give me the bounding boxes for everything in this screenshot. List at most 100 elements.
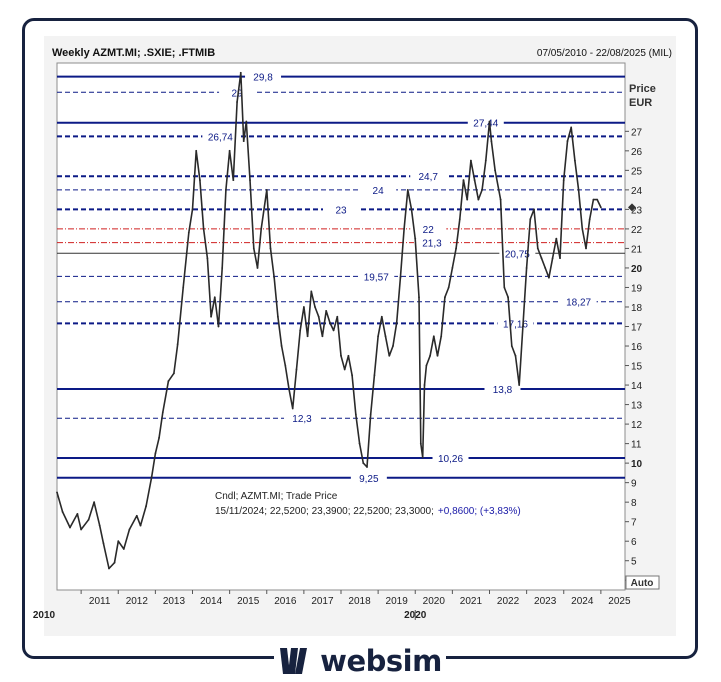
level-label-3: 26,74 xyxy=(208,132,233,143)
price-point xyxy=(525,267,528,269)
price-point xyxy=(358,442,361,445)
level-label-2: 27,44 xyxy=(473,119,498,130)
price-point xyxy=(291,407,294,410)
price-point xyxy=(585,247,587,250)
price-point xyxy=(484,159,487,162)
price-point xyxy=(384,335,387,338)
price-point xyxy=(470,159,472,162)
price-point xyxy=(314,306,316,308)
level-label-1: 29 xyxy=(231,88,243,99)
price-point xyxy=(128,528,131,531)
price-point xyxy=(182,286,185,289)
price-point xyxy=(581,228,584,230)
price-point xyxy=(276,315,279,318)
price-point xyxy=(80,528,83,531)
level-label-bg-6 xyxy=(323,203,359,216)
y-axis: 4567891011121314151617181920212223242526… xyxy=(625,127,643,587)
price-point xyxy=(518,384,521,386)
y-tick-label: 16 xyxy=(631,342,643,353)
price-point xyxy=(232,179,235,182)
x-tick-label: 2013 xyxy=(163,596,186,607)
price-point xyxy=(366,466,368,468)
price-point xyxy=(503,286,506,289)
info-change: +0,8600; (+3,83%) xyxy=(438,506,521,517)
level-label-bg-7 xyxy=(410,222,447,235)
level-label-bg-4 xyxy=(410,170,447,183)
price-point xyxy=(425,364,428,367)
price-point xyxy=(295,368,298,371)
price-point xyxy=(403,228,406,230)
price-point xyxy=(328,321,331,324)
price-point xyxy=(399,276,402,279)
y-tick-label: 11 xyxy=(631,440,642,451)
price-point xyxy=(423,384,426,386)
price-point xyxy=(477,198,480,201)
price-point xyxy=(436,354,439,357)
y-tick-label: 23 xyxy=(631,205,643,216)
price-point xyxy=(299,329,302,332)
price-point xyxy=(161,411,164,414)
level-label-bg-5 xyxy=(360,183,397,196)
price-point xyxy=(102,542,105,545)
price-point xyxy=(158,436,160,439)
price-point xyxy=(362,462,365,465)
price-point xyxy=(488,120,491,123)
y-tick-label: 24 xyxy=(631,186,643,197)
price-point xyxy=(540,257,543,260)
price-point xyxy=(221,267,224,269)
price-point xyxy=(351,374,354,377)
price-point xyxy=(252,247,255,250)
price-point xyxy=(150,475,153,478)
price-point xyxy=(284,364,287,367)
price-point xyxy=(410,208,413,211)
level-label-7: 22 xyxy=(423,225,435,236)
price-point xyxy=(288,388,290,390)
price-point xyxy=(195,149,198,152)
price-point xyxy=(273,276,276,279)
y-tick-label: 27 xyxy=(631,127,643,138)
price-point xyxy=(451,267,454,269)
y-tick-label: 15 xyxy=(631,362,643,373)
price-point xyxy=(228,149,231,152)
price-point xyxy=(154,452,157,455)
price-point xyxy=(529,218,532,221)
y-tick-label: 8 xyxy=(631,498,637,509)
y-axis-label-line1: Price xyxy=(629,83,656,95)
x-tick-label: 2022 xyxy=(497,596,520,607)
price-point xyxy=(388,354,391,357)
price-point xyxy=(377,335,380,338)
x-tick-label: 2018 xyxy=(348,596,371,607)
price-point xyxy=(555,237,558,240)
level-label-0: 29,8 xyxy=(253,73,273,84)
level-label-14: 12,3 xyxy=(292,414,312,425)
x-tick-label: 2014 xyxy=(200,596,223,607)
x-tick-label: 2020 xyxy=(423,596,446,607)
price-point xyxy=(466,198,469,201)
price-point xyxy=(421,456,424,459)
level-label-15: 10,26 xyxy=(438,454,463,465)
price-point xyxy=(113,561,116,564)
price-point xyxy=(447,286,450,289)
info-line-1: Cndl; AZMT.MI; Trade Price xyxy=(215,491,338,502)
price-point xyxy=(547,276,550,279)
level-label-4: 24,7 xyxy=(419,172,439,183)
auto-scale-button[interactable] xyxy=(625,575,660,590)
price-point xyxy=(544,267,547,269)
price-point xyxy=(481,188,483,191)
x-tick-label: 2016 xyxy=(274,596,297,607)
price-point xyxy=(325,309,328,312)
level-label-bg-15 xyxy=(432,452,469,465)
price-point xyxy=(340,354,342,357)
price-point xyxy=(269,247,272,250)
level-label-5: 24 xyxy=(373,186,385,197)
level-label-bg-12 xyxy=(497,317,534,330)
y-tick-label: 12 xyxy=(631,420,643,431)
price-point xyxy=(455,247,457,250)
price-point xyxy=(432,335,435,338)
level-label-bg-8 xyxy=(413,236,450,249)
level-label-bg-16 xyxy=(350,471,387,484)
price-point xyxy=(494,169,496,172)
chart-title: Weekly AZMT.MI; .SXIE; .FTMIB xyxy=(52,47,215,59)
price-point xyxy=(414,237,417,240)
